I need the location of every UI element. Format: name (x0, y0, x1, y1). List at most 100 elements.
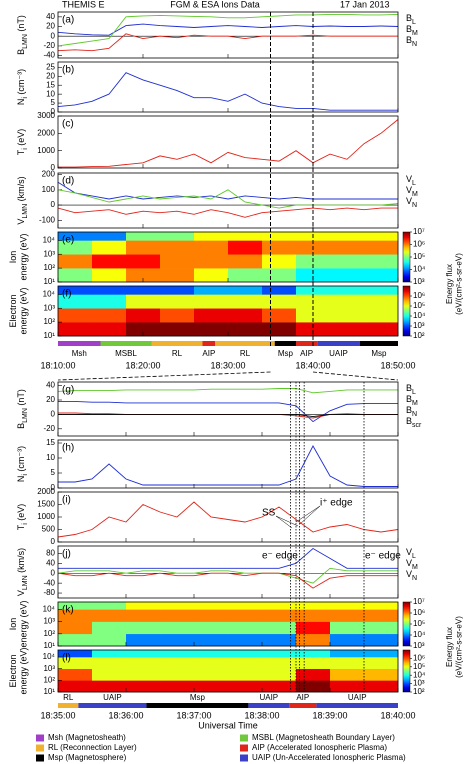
legend-entry: BM (406, 394, 418, 407)
panel-frame (57, 601, 399, 647)
colorbar-tick-label: 10⁶ (413, 291, 425, 300)
y-tick-label: 25 (46, 62, 55, 71)
series-line (58, 445, 398, 487)
legend-sub: M (412, 191, 418, 198)
heatmap-cell (330, 609, 365, 622)
y-axis-label-unit: (nT) (16, 389, 26, 408)
panel-frame (57, 61, 399, 113)
legend-sub: M (412, 400, 418, 407)
y-tick-label: 10⁴ (43, 652, 56, 661)
heatmap-cell (262, 232, 297, 241)
heatmap-cell (228, 633, 263, 647)
series-line (58, 547, 398, 569)
y-tick-label: 10² (43, 629, 55, 638)
y-tick-label: 40 (46, 12, 55, 21)
annotation-leader (275, 515, 293, 529)
region-segment (359, 341, 398, 346)
legend-name: B (406, 394, 412, 404)
region-segment (78, 703, 147, 708)
y-tick-label: 0 (51, 200, 56, 209)
y-axis-label: Ionenergy (eV) (8, 233, 28, 280)
colorbar-tick-label: 10⁵ (413, 619, 425, 628)
region-segment (296, 341, 318, 346)
y-tick-label: 5 (51, 98, 56, 107)
colorbar-tick-label: 10³ (413, 277, 425, 286)
legend-name: B (406, 13, 412, 23)
heatmap-cell (228, 294, 263, 309)
y-axis-label: BLMN (nT) (16, 389, 29, 429)
y-tick-label: 10² (43, 263, 55, 272)
heatmap-cell (364, 602, 399, 610)
colorbar-tick-label: 10⁶ (413, 240, 425, 249)
heatmap-cell (160, 268, 195, 283)
heatmap-cell (160, 621, 195, 635)
y-axis-label-line: Electron (8, 294, 18, 327)
heatmap-cell (58, 680, 93, 693)
y-tick-label: 15 (46, 438, 55, 447)
y-axis-label-sub: i (22, 97, 29, 99)
y-tick-label: 80 (46, 549, 55, 558)
y-axis-label-unit: (eV) (16, 504, 26, 524)
legend-entry: BM (406, 24, 418, 37)
y-tick-label: 10² (43, 675, 55, 684)
y-tick-label: 1000 (37, 146, 55, 155)
region-segment (274, 341, 296, 346)
heatmap-cell (160, 680, 195, 693)
y-tick-label: 10⁴ (43, 289, 56, 298)
heatmap-cell (228, 286, 263, 295)
x-tick-label: 18:40:00 (380, 710, 415, 720)
region-label: RL (240, 349, 251, 358)
legend-entry: Msp (Magnetosphere) (48, 753, 127, 762)
annotation-leader (295, 505, 321, 523)
heatmap-cell (364, 668, 399, 681)
heatmap-cell (160, 322, 195, 337)
colorbar (402, 231, 411, 283)
y-tick-label: 15 (46, 80, 55, 89)
y-tick-label: 10 (46, 453, 55, 462)
legend-entry: BL (406, 13, 416, 26)
legend-swatch (240, 744, 248, 752)
heatmap-cell (92, 254, 127, 269)
heatmap-cell (126, 240, 161, 255)
colorbar-tick-label: 10⁷ (413, 227, 425, 236)
heatmap-cell (58, 322, 93, 337)
heatmap-cell (228, 680, 263, 693)
legend-sub: L (412, 553, 416, 560)
heatmap-cell (126, 294, 161, 309)
heatmap-cell (58, 602, 93, 610)
heatmap-cell (160, 254, 195, 269)
series-line (57, 23, 399, 36)
y-tick-label: 10¹ (43, 277, 55, 286)
y-axis-label-sub: LMN (22, 34, 29, 49)
heatmap-cell (160, 240, 195, 255)
legend-sub: M (412, 30, 418, 37)
heatmap-cell (194, 633, 229, 647)
y-axis-label-sub: LMN (22, 575, 29, 590)
heatmap-cell (262, 668, 297, 681)
heatmap-cell (296, 609, 331, 622)
heatmap-cell (92, 668, 127, 681)
panel-frame (57, 115, 399, 169)
heatmap-cell (92, 657, 127, 669)
panel-label: (b) (62, 65, 74, 76)
legend-sub: L (412, 389, 416, 396)
y-axis-label: VLMN (km/s) (16, 176, 29, 224)
region-segment (317, 341, 360, 346)
region-label: AIP (300, 349, 313, 358)
panel-label: (c) (62, 119, 74, 130)
y-axis-label-unit: (cm⁻³) (16, 446, 26, 474)
y-tick-label: 20 (46, 71, 55, 80)
legend-swatch (240, 734, 248, 742)
heatmap-cell (330, 308, 365, 323)
series-line (57, 72, 398, 111)
panel-label: (j) (62, 549, 71, 560)
y-tick-label: 40 (46, 558, 55, 567)
heatmap-cell (92, 294, 127, 309)
heatmap-cell (262, 240, 297, 255)
colorbar (402, 601, 411, 647)
annotation: e⁻ edge (262, 551, 298, 562)
y-axis-label-line: energy (eV) (19, 600, 29, 647)
region-label: Msh (72, 349, 87, 358)
heatmap-cell (126, 621, 161, 635)
panel-label: (e) (62, 235, 74, 246)
